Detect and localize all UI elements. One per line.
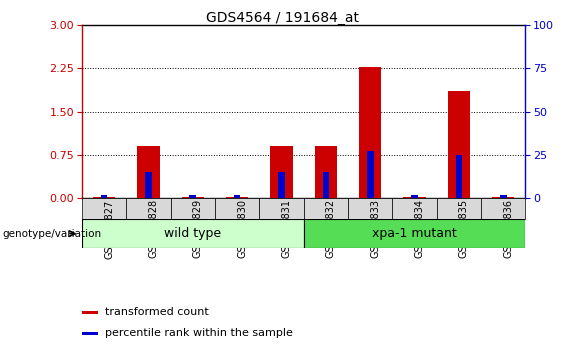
Bar (226, 197, 248, 198)
Bar (278, 172, 285, 198)
Bar (492, 197, 514, 198)
Bar (137, 146, 159, 198)
Bar (367, 152, 373, 198)
Text: GSM958833: GSM958833 (370, 199, 380, 258)
Text: GSM958828: GSM958828 (149, 199, 158, 258)
Text: GSM958827: GSM958827 (104, 199, 114, 258)
Text: wild type: wild type (164, 227, 221, 240)
Text: GSM958829: GSM958829 (193, 199, 203, 258)
Bar (182, 197, 204, 198)
Bar (348, 198, 393, 219)
Text: GSM958835: GSM958835 (459, 199, 469, 258)
Text: GDS4564 / 191684_at: GDS4564 / 191684_at (206, 11, 359, 25)
Text: GSM958836: GSM958836 (503, 199, 513, 258)
Text: GSM958832: GSM958832 (326, 199, 336, 258)
Text: genotype/variation: genotype/variation (3, 229, 102, 239)
Bar (437, 198, 481, 219)
Bar (82, 311, 98, 314)
Bar (393, 198, 437, 219)
Bar (93, 197, 115, 198)
Bar (82, 198, 126, 219)
Bar (315, 146, 337, 198)
Bar (171, 198, 215, 219)
Text: percentile rank within the sample: percentile rank within the sample (105, 329, 293, 338)
Bar (500, 195, 507, 198)
Bar (189, 195, 196, 198)
FancyBboxPatch shape (82, 219, 304, 248)
Bar (411, 195, 418, 198)
Bar (127, 198, 171, 219)
Text: transformed count: transformed count (105, 307, 208, 317)
Bar (271, 146, 293, 198)
Bar (403, 197, 425, 198)
Text: GSM958831: GSM958831 (281, 199, 292, 258)
Bar (259, 198, 304, 219)
Bar (481, 198, 525, 219)
Bar (359, 67, 381, 198)
Text: GSM958834: GSM958834 (415, 199, 424, 258)
Bar (448, 91, 470, 198)
FancyBboxPatch shape (304, 219, 525, 248)
Bar (455, 155, 462, 198)
Bar (145, 172, 152, 198)
Text: xpa-1 mutant: xpa-1 mutant (372, 227, 457, 240)
Bar (101, 195, 107, 198)
Bar (304, 198, 348, 219)
Bar (323, 172, 329, 198)
Bar (82, 332, 98, 335)
Text: GSM958830: GSM958830 (237, 199, 247, 258)
Bar (215, 198, 259, 219)
Bar (234, 195, 241, 198)
